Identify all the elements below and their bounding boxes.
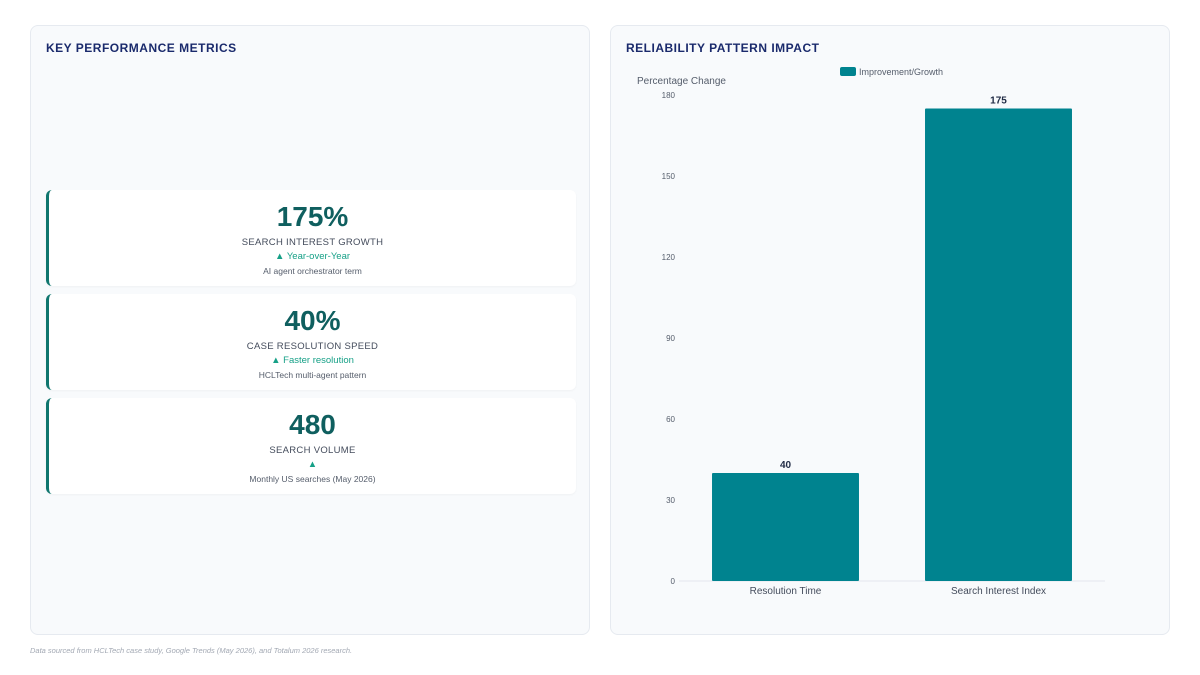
- bar-value-label: 40: [780, 460, 792, 471]
- bar: [925, 108, 1072, 581]
- y-tick-label: 120: [662, 253, 676, 262]
- metric-value: 40%: [284, 305, 341, 336]
- chart-panel-title: RELIABILITY PATTERN IMPACT: [626, 41, 820, 55]
- bar-chart: Percentage Change Improvement/Growth 0 30 60…: [637, 67, 1105, 597]
- y-tick-label: 60: [666, 415, 675, 424]
- metric-note: AI agent orchestrator term: [263, 266, 362, 276]
- metric-card-search-interest: 175% SEARCH INTEREST GROWTH ▲ Year-over-…: [46, 190, 576, 286]
- bar: [712, 473, 859, 581]
- metric-card-search-volume: 480 SEARCH VOLUME ▲ Monthly US searches …: [46, 398, 576, 494]
- legend-swatch: [840, 67, 856, 76]
- kpi-panel-title: KEY PERFORMANCE METRICS: [46, 41, 237, 55]
- x-tick-label: Resolution Time: [750, 586, 822, 597]
- bar-value-label: 175: [990, 96, 1007, 107]
- y-tick-label: 150: [662, 172, 676, 181]
- x-tick-label: Search Interest Index: [951, 586, 1046, 597]
- metric-trend: ▲ Year-over-Year: [274, 251, 351, 262]
- metric-value: 480: [289, 409, 336, 440]
- metric-label: SEARCH VOLUME: [269, 445, 356, 456]
- y-axis-title: Percentage Change: [637, 76, 726, 87]
- metric-trend: ▲: [307, 459, 318, 470]
- metric-trend: ▲ Faster resolution: [271, 355, 354, 366]
- metric-note: HCLTech multi-agent pattern: [258, 370, 367, 380]
- metric-card-case-resolution: 40% CASE RESOLUTION SPEED ▲ Faster resol…: [46, 294, 576, 390]
- y-tick-label: 90: [666, 334, 675, 343]
- y-tick-label: 0: [671, 577, 676, 586]
- y-tick-label: 180: [662, 91, 676, 100]
- kpi-panel: KEY PERFORMANCE METRICS 175% SEARCH INTE…: [30, 25, 590, 635]
- metric-label: CASE RESOLUTION SPEED: [246, 341, 379, 352]
- footnote: Data sourced from HCLTech case study, Go…: [30, 646, 353, 655]
- y-tick-label: 30: [666, 496, 675, 505]
- metric-value: 175%: [276, 201, 349, 232]
- metric-note: Monthly US searches (May 2026): [249, 474, 376, 484]
- chart-panel: RELIABILITY PATTERN IMPACT Percentage Ch…: [610, 25, 1170, 635]
- legend-label: Improvement/Growth: [859, 67, 943, 77]
- metric-label: SEARCH INTEREST GROWTH: [241, 237, 384, 248]
